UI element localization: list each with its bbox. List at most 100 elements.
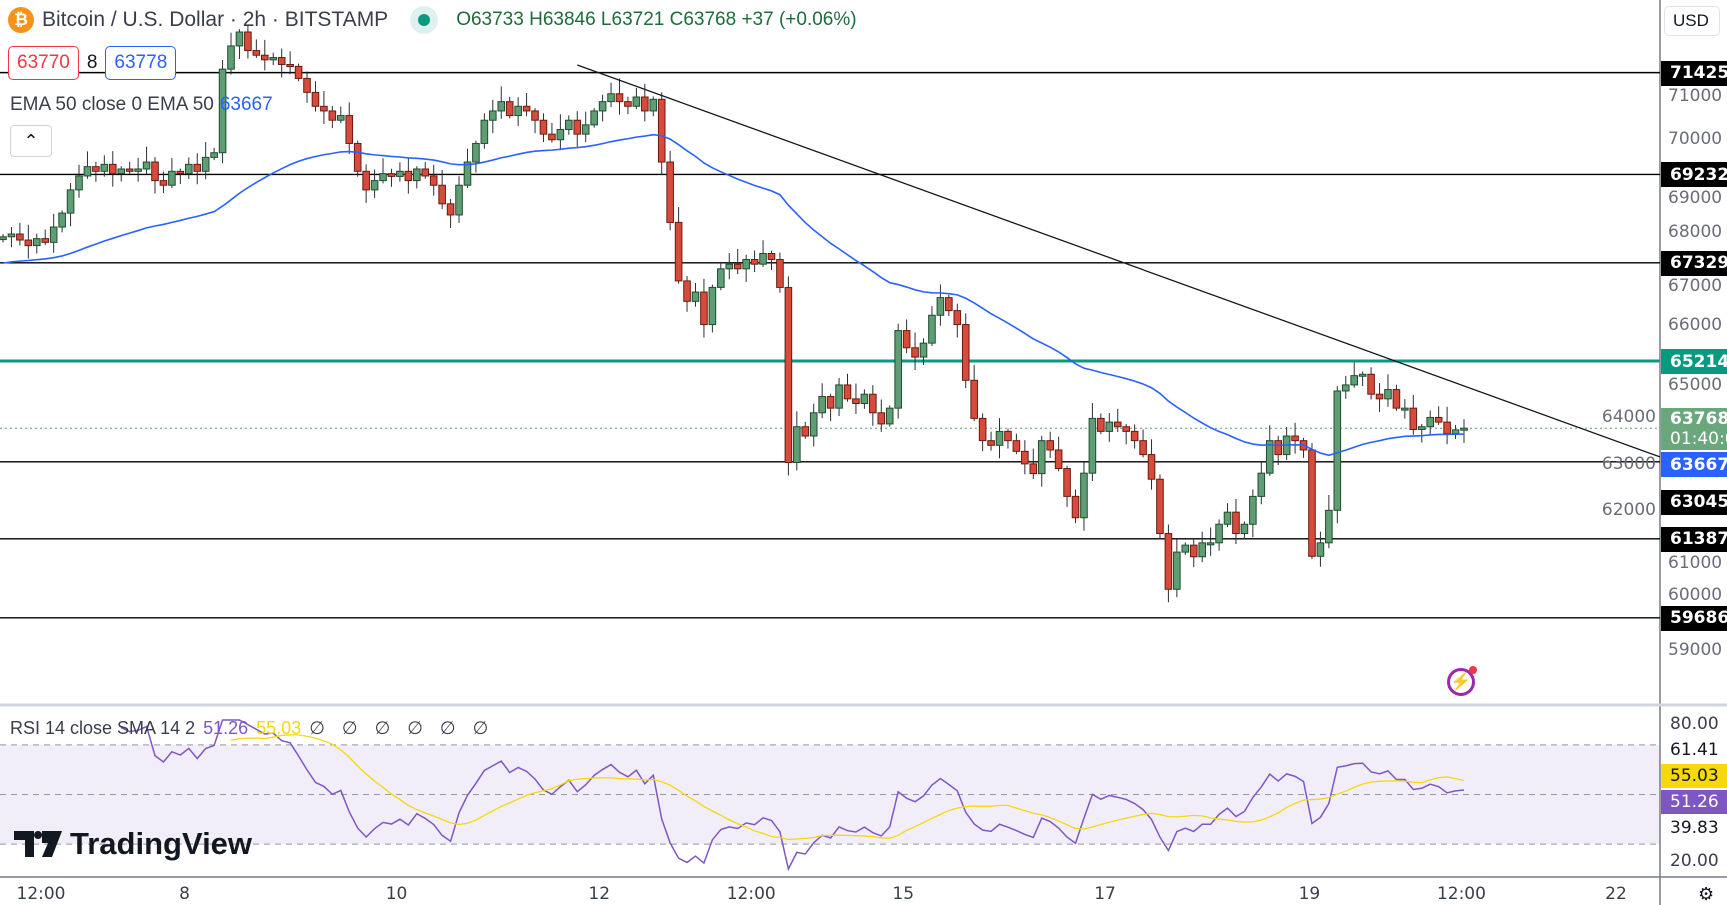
candle-up bbox=[717, 268, 725, 288]
flash-icon[interactable]: ⚡ bbox=[1447, 666, 1477, 696]
candle-up bbox=[168, 170, 176, 186]
candle-up bbox=[218, 68, 227, 154]
candle-up bbox=[1401, 407, 1409, 411]
candle-down bbox=[1139, 440, 1147, 456]
rsi-sma-line bbox=[230, 734, 1465, 841]
level-price-label: 67329 bbox=[1661, 250, 1727, 276]
candle-up bbox=[885, 407, 894, 425]
candle-up bbox=[1451, 429, 1460, 435]
candle-up bbox=[379, 173, 387, 182]
price-tick-label: 69000 bbox=[1668, 188, 1723, 209]
buy-button[interactable]: 63778 bbox=[105, 46, 177, 80]
symbol-title[interactable]: Bitcoin / U.S. Dollar · 2h · BITSTAMP bbox=[42, 8, 389, 31]
candle-up bbox=[413, 168, 421, 182]
candle-down bbox=[961, 324, 970, 381]
candle-down bbox=[1021, 450, 1029, 465]
candle-up bbox=[1206, 542, 1215, 546]
time-tick-label: 12 bbox=[588, 884, 611, 904]
candle-down bbox=[548, 133, 556, 141]
price-tick-label: 65000 bbox=[1668, 375, 1723, 395]
rsi-axis-label: 20.00 bbox=[1661, 849, 1727, 873]
candle-down bbox=[522, 105, 531, 112]
candle-down bbox=[252, 50, 261, 56]
settings-icon[interactable]: ⚙ bbox=[1698, 884, 1715, 904]
candle-up bbox=[1316, 542, 1325, 557]
candle-down bbox=[387, 173, 396, 177]
candle-up bbox=[1080, 472, 1088, 519]
candle-up bbox=[1215, 523, 1223, 544]
candle-down bbox=[151, 161, 159, 182]
chevron-up-icon[interactable]: ⌃ bbox=[10, 125, 52, 157]
candle-down bbox=[869, 393, 877, 414]
candle-down bbox=[1122, 426, 1130, 432]
candle-up bbox=[649, 98, 658, 112]
candle-up bbox=[1384, 389, 1392, 400]
candle-down bbox=[1189, 544, 1198, 558]
rsi-legend-value: 51.26 bbox=[203, 718, 249, 738]
candle-down bbox=[311, 91, 320, 107]
candle-up bbox=[514, 105, 522, 117]
candle-up bbox=[759, 253, 767, 265]
candle-down bbox=[1156, 478, 1164, 535]
candle-down bbox=[294, 65, 303, 79]
price-tick-label: 64000 bbox=[1601, 407, 1656, 428]
candle-down bbox=[683, 280, 691, 302]
candle-up bbox=[337, 115, 345, 121]
tradingview-logo[interactable]: TradingView bbox=[14, 826, 252, 862]
market-status-icon[interactable] bbox=[410, 6, 439, 34]
candle-up bbox=[227, 45, 235, 70]
level-price-label: 69232 bbox=[1661, 162, 1727, 188]
candle-up bbox=[75, 175, 83, 191]
candle-down bbox=[987, 440, 995, 446]
currency-selector[interactable]: USD bbox=[1664, 6, 1720, 36]
candle-up bbox=[598, 101, 607, 112]
level-price-label: 59686 bbox=[1661, 605, 1727, 631]
rsi-legend[interactable]: RSI 14 close SMA 14 2 51.26 55.03 ∅ ∅ ∅ ∅ ∅… bbox=[10, 718, 494, 739]
ema-line bbox=[2, 133, 1465, 457]
candle-up bbox=[1341, 384, 1350, 392]
candle-up bbox=[1426, 416, 1435, 428]
candle-down bbox=[286, 63, 294, 67]
candle-down bbox=[1392, 389, 1401, 409]
candle-up bbox=[184, 163, 193, 175]
candle-down bbox=[1130, 430, 1139, 442]
candle-up bbox=[83, 166, 92, 177]
candle-up bbox=[793, 426, 801, 463]
candle-down bbox=[978, 417, 987, 442]
candle-up bbox=[894, 330, 902, 409]
candle-up bbox=[58, 212, 66, 228]
candle-down bbox=[159, 180, 168, 186]
candle-down bbox=[320, 105, 328, 112]
sell-button[interactable]: 63770 bbox=[8, 46, 79, 80]
candle-down bbox=[24, 239, 33, 247]
candle-up bbox=[1350, 375, 1359, 386]
candle-up bbox=[556, 129, 565, 141]
candle-down bbox=[1054, 449, 1063, 470]
candle-down bbox=[902, 330, 911, 349]
ema-legend[interactable]: EMA 50 close 0 EMA 50 63667 bbox=[10, 94, 273, 116]
candle-down bbox=[1443, 421, 1451, 435]
candle-down bbox=[176, 170, 185, 175]
candle-up bbox=[472, 142, 480, 163]
candle-down bbox=[404, 170, 413, 182]
price-tick-label: 62000 bbox=[1601, 500, 1656, 521]
candle-down bbox=[438, 184, 446, 205]
time-tick-label: 19 bbox=[1298, 884, 1321, 904]
candle-down bbox=[657, 98, 666, 163]
candle-up bbox=[1037, 440, 1046, 475]
ema-price-label: 63667 bbox=[1661, 452, 1727, 478]
candle-down bbox=[125, 168, 134, 172]
candle-up bbox=[1265, 440, 1274, 474]
candle-up bbox=[928, 314, 936, 344]
candle-down bbox=[801, 426, 810, 437]
candle-down bbox=[641, 96, 649, 112]
candle-down bbox=[1434, 416, 1443, 423]
candle-up bbox=[396, 170, 404, 177]
candle-down bbox=[877, 412, 886, 425]
level-price-label: 71425 bbox=[1661, 60, 1727, 86]
candle-down bbox=[303, 77, 311, 93]
candle-down bbox=[843, 384, 852, 400]
candle-up bbox=[1460, 427, 1468, 431]
candle-down bbox=[328, 110, 337, 121]
